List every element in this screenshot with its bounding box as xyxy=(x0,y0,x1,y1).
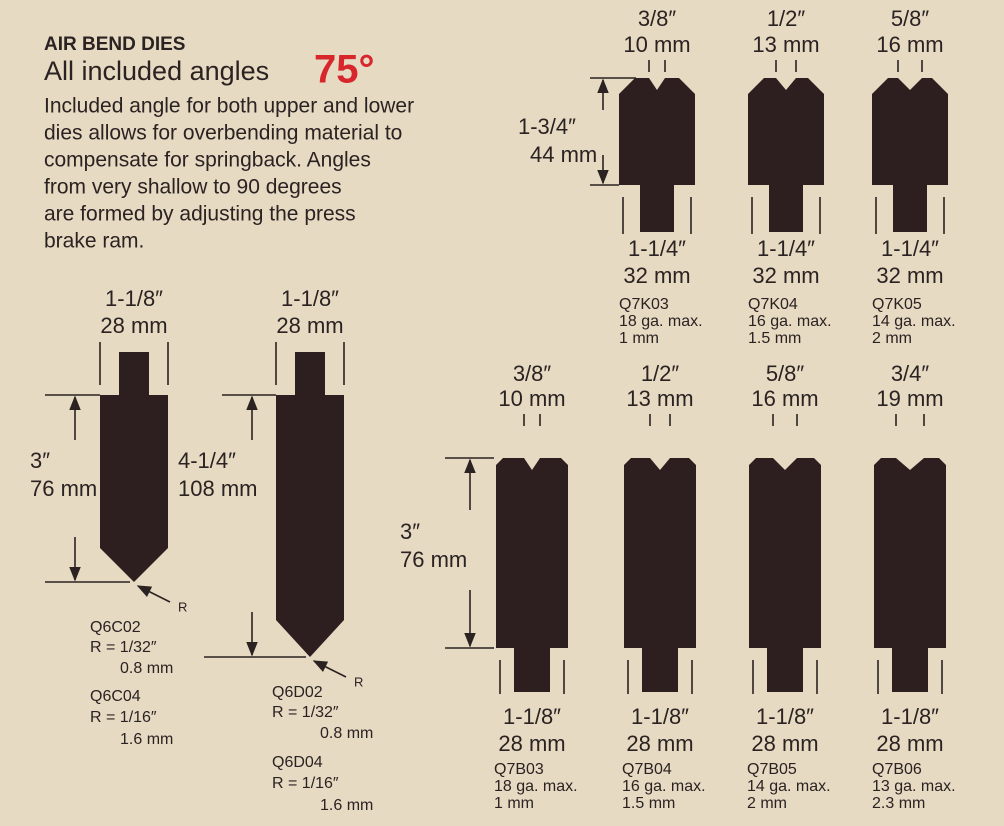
opening-label: 3/8″ xyxy=(513,361,552,386)
tang-label: 1-1/8″ xyxy=(881,704,939,729)
height-label: 1-3/4″ xyxy=(518,114,576,139)
height-label: 108 mm xyxy=(178,476,257,501)
tang-label: 28 mm xyxy=(626,731,693,756)
description-line: dies allows for overbending material to xyxy=(44,122,402,145)
model: Q7K03 xyxy=(619,296,669,313)
model: Q6C04 xyxy=(90,688,141,705)
capacity: 18 ga. max. xyxy=(619,313,703,330)
capacity: 18 ga. max. xyxy=(494,778,578,795)
die-shape xyxy=(624,458,696,692)
die-shape xyxy=(748,78,824,232)
model: Q6D04 xyxy=(272,754,323,771)
dimension-line xyxy=(136,585,171,603)
die-shape xyxy=(496,458,568,692)
height-label: 76 mm xyxy=(400,547,467,572)
opening-label: 10 mm xyxy=(498,386,565,411)
radius-marker: R xyxy=(354,674,363,689)
opening-label: 5/8″ xyxy=(891,6,930,31)
model: Q7B04 xyxy=(622,761,672,778)
tang-label: 28 mm xyxy=(876,731,943,756)
opening-label: 3/4″ xyxy=(891,361,930,386)
tang-label: 1-1/8″ xyxy=(503,704,561,729)
thickness: 2 mm xyxy=(872,330,912,347)
tang-label: 1-1/8″ xyxy=(756,704,814,729)
radius-mm: 0.8 mm xyxy=(320,725,373,742)
tang-label: 1-1/4″ xyxy=(628,236,686,261)
die-shape xyxy=(749,458,821,692)
capacity: 14 ga. max. xyxy=(747,778,831,795)
opening-label: 1/2″ xyxy=(767,6,806,31)
description-line: compensate for springback. Angles xyxy=(44,149,371,172)
description-line: Included angle for both upper and lower xyxy=(44,95,414,118)
tang-label: 32 mm xyxy=(876,263,943,288)
radius-mm: 1.6 mm xyxy=(120,731,173,748)
capacity: 14 ga. max. xyxy=(872,313,956,330)
model: Q7B03 xyxy=(494,761,544,778)
capacity: 13 ga. max. xyxy=(872,778,956,795)
tang-label: 32 mm xyxy=(752,263,819,288)
opening-label: 5/8″ xyxy=(766,361,805,386)
tang-label: 1-1/8″ xyxy=(631,704,689,729)
die-shape xyxy=(874,458,946,692)
opening-label: 13 mm xyxy=(752,32,819,57)
angle: 75° xyxy=(314,48,375,92)
radius-marker: R xyxy=(178,599,187,614)
opening-label: 19 mm xyxy=(876,386,943,411)
radius: R = 1/32″ xyxy=(90,639,157,656)
model: Q7B05 xyxy=(747,761,797,778)
width-label: 1-1/8″ xyxy=(105,286,163,311)
subtitle: All included angles xyxy=(44,56,269,86)
model: Q6D02 xyxy=(272,684,323,701)
die-shape xyxy=(276,352,344,657)
thickness: 2 mm xyxy=(747,795,787,812)
description-line: brake ram. xyxy=(44,230,144,253)
die-shape xyxy=(100,352,168,582)
model: Q7K05 xyxy=(872,296,922,313)
thickness: 1 mm xyxy=(494,795,534,812)
height-label: 3″ xyxy=(30,448,50,473)
radius-mm: 1.6 mm xyxy=(320,797,373,814)
height-label: 4-1/4″ xyxy=(178,448,236,473)
radius: R = 1/16″ xyxy=(272,775,339,792)
height-label: 44 mm xyxy=(530,142,597,167)
opening-label: 13 mm xyxy=(626,386,693,411)
opening-label: 10 mm xyxy=(623,32,690,57)
model: Q7B06 xyxy=(872,761,922,778)
description-line: are formed by adjusting the press xyxy=(44,203,356,226)
tang-label: 28 mm xyxy=(751,731,818,756)
radius: R = 1/32″ xyxy=(272,704,339,721)
capacity: 16 ga. max. xyxy=(748,313,832,330)
height-label: 3″ xyxy=(400,519,420,544)
thickness: 1.5 mm xyxy=(748,330,801,347)
title: AIR BEND DIES xyxy=(44,34,185,55)
capacity: 16 ga. max. xyxy=(622,778,706,795)
tang-label: 28 mm xyxy=(498,731,565,756)
die-shape xyxy=(619,78,695,232)
opening-label: 3/8″ xyxy=(638,6,677,31)
die-shape xyxy=(872,78,948,232)
width-label: 28 mm xyxy=(276,313,343,338)
opening-label: 1/2″ xyxy=(641,361,680,386)
model: Q6C02 xyxy=(90,619,141,636)
radius: R = 1/16″ xyxy=(90,709,157,726)
thickness: 1.5 mm xyxy=(622,795,675,812)
radius-mm: 0.8 mm xyxy=(120,660,173,677)
tang-label: 1-1/4″ xyxy=(757,236,815,261)
model: Q7K04 xyxy=(748,296,798,313)
opening-label: 16 mm xyxy=(751,386,818,411)
width-label: 28 mm xyxy=(100,313,167,338)
dimension-line xyxy=(312,660,347,678)
tang-label: 1-1/4″ xyxy=(881,236,939,261)
description-line: from very shallow to 90 degrees xyxy=(44,176,342,199)
opening-label: 16 mm xyxy=(876,32,943,57)
tang-label: 32 mm xyxy=(623,263,690,288)
thickness: 1 mm xyxy=(619,330,659,347)
width-label: 1-1/8″ xyxy=(281,286,339,311)
thickness: 2.3 mm xyxy=(872,795,925,812)
height-label: 76 mm xyxy=(30,476,97,501)
